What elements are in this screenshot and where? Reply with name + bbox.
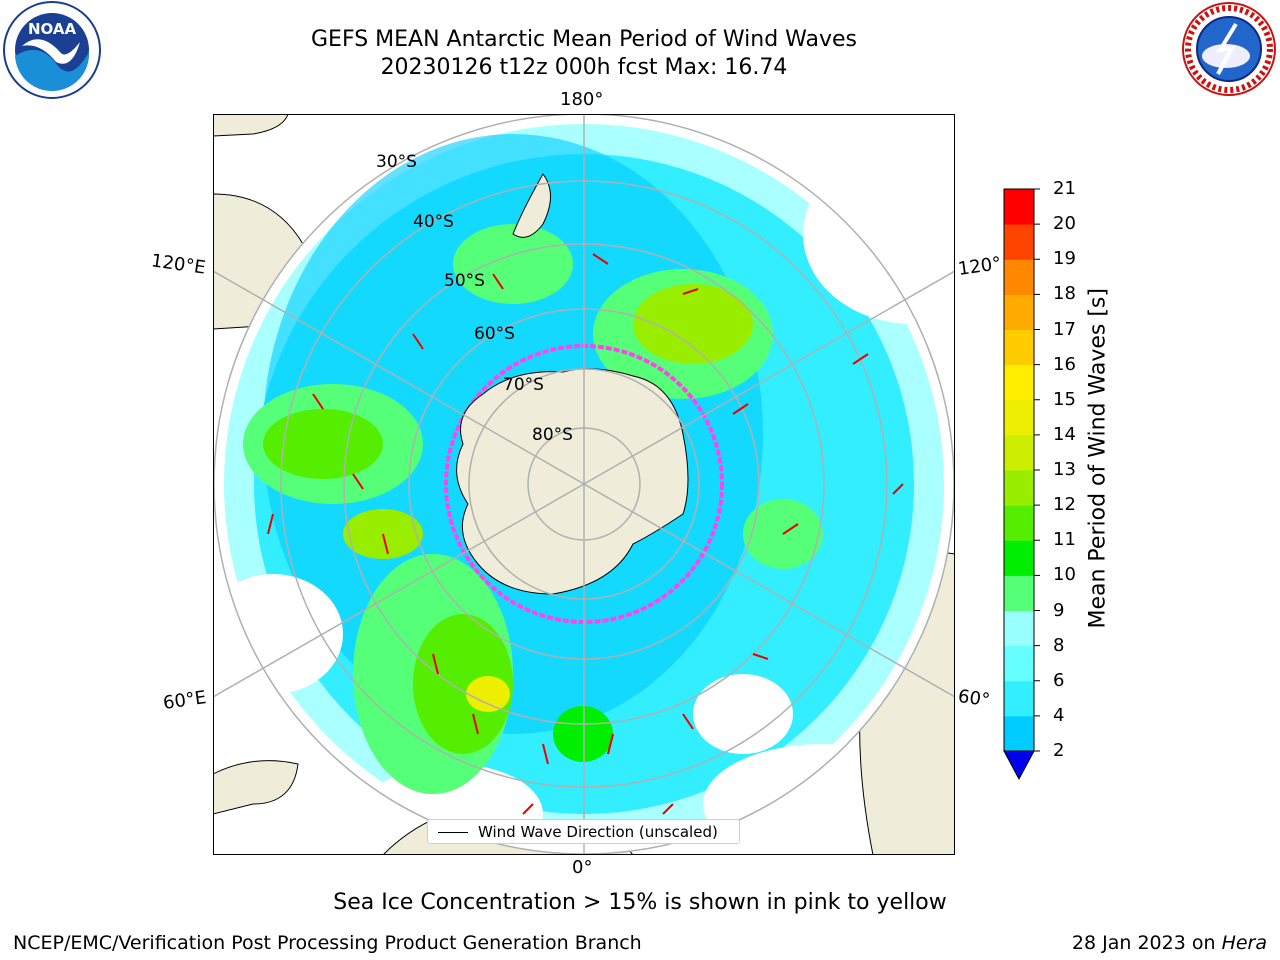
sea-ice-caption: Sea Ice Concentration > 15% is shown in … [333, 890, 947, 915]
colorbar-segment [1004, 294, 1034, 330]
colorbar-segment [1004, 645, 1034, 682]
colorbar-segment [1004, 189, 1034, 225]
polar-stereographic-map [213, 114, 955, 855]
colorbar-tick-label: 13 [1053, 459, 1076, 480]
colorbar-ticks: 2 4 6 8 9 10 11 12 13 14 15 16 17 18 19 20 21 [1053, 0, 1093, 960]
lon-label-upper-right: 120° [956, 253, 1003, 280]
map-subtitle: 20230126 t12z 000h fcst Max: 16.74 [380, 55, 788, 80]
colorbar [1003, 188, 1040, 781]
lon-label-lower-left: 60°E [161, 687, 208, 714]
noaa-logo-text: NOAA [28, 20, 77, 38]
legend-line-swatch [438, 832, 468, 833]
colorbar-tick-label: 6 [1053, 669, 1065, 691]
wind-wave-arrows [267, 253, 904, 815]
colorbar-segment [1004, 259, 1034, 295]
colorbar-tick-label: 16 [1053, 353, 1076, 375]
lat-label-40s: 40°S [413, 212, 454, 232]
colorbar-segment [1004, 610, 1034, 647]
colorbar-tick-label: 10 [1053, 564, 1076, 586]
lon-label-upper-left: 120°E [149, 250, 207, 279]
lat-label-30s: 30°S [376, 152, 417, 172]
colorbar-tick-label: 17 [1053, 318, 1076, 340]
colorbar-tick-label: 18 [1053, 283, 1076, 305]
colorbar-tick-label: 4 [1053, 704, 1065, 726]
colorbar-segment [1004, 329, 1034, 366]
colorbar-tick-label: 12 [1053, 494, 1076, 516]
nws-logo [1182, 2, 1276, 96]
colorbar-tick-label: 9 [1053, 599, 1065, 621]
footer-host: Hera [1221, 932, 1267, 954]
lat-label-50s: 50°S [444, 271, 485, 291]
footer-credit: NCEP/EMC/Verification Post Processing Pr… [13, 932, 642, 954]
colorbar-tick-label: 20 [1053, 213, 1076, 235]
land-south-america-tip [213, 760, 299, 815]
footer-date-text: 28 Jan 2023 on [1071, 932, 1222, 954]
colorbar-segment [1004, 680, 1034, 717]
colorbar-extend-triangle [1003, 750, 1035, 781]
colorbar-tick-label: 21 [1053, 178, 1076, 199]
lon-label-bottom: 0° [572, 857, 593, 878]
colorbar-tick-label: 8 [1053, 634, 1065, 656]
map-title: GEFS MEAN Antarctic Mean Period of Wind … [311, 27, 857, 52]
colorbar-segment [1004, 364, 1034, 401]
colorbar-segment [1004, 540, 1034, 576]
map-legend: Wind Wave Direction (unscaled) [427, 819, 740, 844]
colorbar-segment [1004, 470, 1034, 506]
footer-date: 28 Jan 2023 on Hera [1072, 932, 1267, 954]
legend-label: Wind Wave Direction (unscaled) [478, 823, 718, 841]
colorbar-tick-label: 19 [1053, 248, 1076, 270]
colorbar-tick-label: 14 [1053, 423, 1076, 445]
colorbar-tick-label: 2 [1053, 740, 1065, 761]
colorbar-segment [1004, 505, 1034, 541]
land-new-zealand [512, 173, 551, 238]
lon-label-top: 180° [560, 89, 604, 110]
colorbar-tick-label: 15 [1053, 388, 1076, 410]
colorbar-segment [1004, 715, 1034, 752]
lat-label-70s: 70°S [503, 375, 544, 395]
colorbar-segment [1004, 575, 1034, 611]
colorbar-segment [1004, 399, 1034, 436]
map-frame [213, 114, 955, 855]
lat-label-80s: 80°S [532, 425, 573, 445]
colorbar-title: Mean Period of Wind Waves [s] [1085, 288, 1111, 629]
colorbar-tick-label: 11 [1053, 529, 1076, 551]
lat-label-60s: 60°S [474, 324, 515, 344]
noaa-logo: NOAA [3, 1, 101, 99]
lon-label-lower-right: 60° [956, 685, 992, 712]
colorbar-segment [1004, 434, 1034, 471]
colorbar-segment [1004, 224, 1034, 260]
